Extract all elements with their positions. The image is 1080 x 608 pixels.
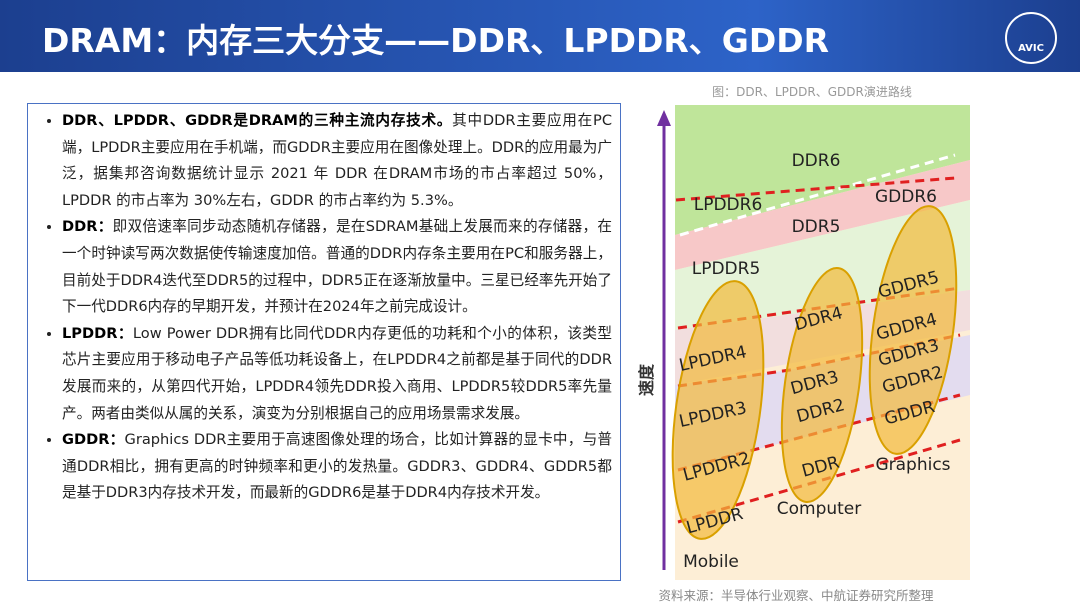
label: Mobile — [683, 552, 739, 572]
bullet-lead: GDDR： — [62, 431, 125, 449]
dashed-line — [679, 153, 956, 237]
text-box: DDR、LPDDR、GDDR是DRAM的三种主流内存技术。其中DDR主要应用在P… — [27, 103, 621, 581]
bullet: DDR：即双倍速率同步动态随机存储器，是在SDRAM基础上发展而来的存储器，在一… — [62, 214, 612, 320]
axis-arrow — [657, 110, 671, 126]
title: DRAM：内存三大分支——DDR、LPDDR、GDDR — [42, 21, 830, 60]
bullet-list: DDR、LPDDR、GDDR是DRAM的三种主流内存技术。其中DDR主要应用在P… — [62, 108, 612, 507]
bullet: DDR、LPDDR、GDDR是DRAM的三种主流内存技术。其中DDR主要应用在P… — [62, 108, 612, 214]
bullet-lead: DDR、LPDDR、GDDR是DRAM的三种主流内存技术。 — [62, 112, 453, 129]
label: Graphics — [875, 455, 950, 475]
bullet-text: Graphics DDR主要用于高速图像处理的场合，比如计算器的显卡中，与普通D… — [62, 431, 612, 502]
label: LPDDR6 — [694, 195, 763, 215]
label: LPDDR5 — [692, 259, 761, 279]
band — [675, 160, 970, 270]
ellipse — [780, 267, 864, 503]
ellipse — [671, 280, 765, 540]
diagram: 图：DDR、LPDDR、GDDR演进路线 速度 DDR6 LPDDR6 GDDR… — [637, 84, 970, 603]
header-bar: DRAM：内存三大分支——DDR、LPDDR、GDDR AVIC — [0, 0, 1080, 72]
caption: 图：DDR、LPDDR、GDDR演进路线 — [712, 84, 912, 99]
ellipse — [868, 205, 958, 455]
bullet-lead: DDR： — [62, 218, 113, 236]
label: GDDR6 — [875, 187, 937, 207]
bullet-text: Low Power DDR拥有比同代DDR内存更低的功耗和个小的体积，该类型芯片… — [62, 324, 612, 422]
band — [675, 105, 970, 235]
bullet-lead: LPDDR： — [62, 324, 133, 342]
label: DDR6 — [792, 151, 841, 171]
bullet: LPDDR：Low Power DDR拥有比同代DDR内存更低的功耗和个小的体积… — [62, 321, 612, 427]
label: Computer — [777, 499, 862, 519]
bullet-text: 其中DDR主要应用在PC端，LPDDR主要应用在手机端，而GDDR主要应用在图像… — [62, 112, 613, 209]
bullet: GDDR：Graphics DDR主要用于高速图像处理的场合，比如计算器的显卡中… — [62, 427, 612, 507]
axis-label: 速度 — [637, 363, 656, 396]
label: DDR5 — [792, 217, 841, 237]
dashed-line — [675, 176, 956, 202]
logo: AVIC — [1005, 12, 1057, 64]
source: 资料来源：半导体行业观察、中航证券研究所整理 — [658, 588, 934, 603]
bullet-text: 即双倍速率同步动态随机存储器，是在SDRAM基础上发展而来的存储器，在一个时钟读… — [62, 218, 612, 316]
